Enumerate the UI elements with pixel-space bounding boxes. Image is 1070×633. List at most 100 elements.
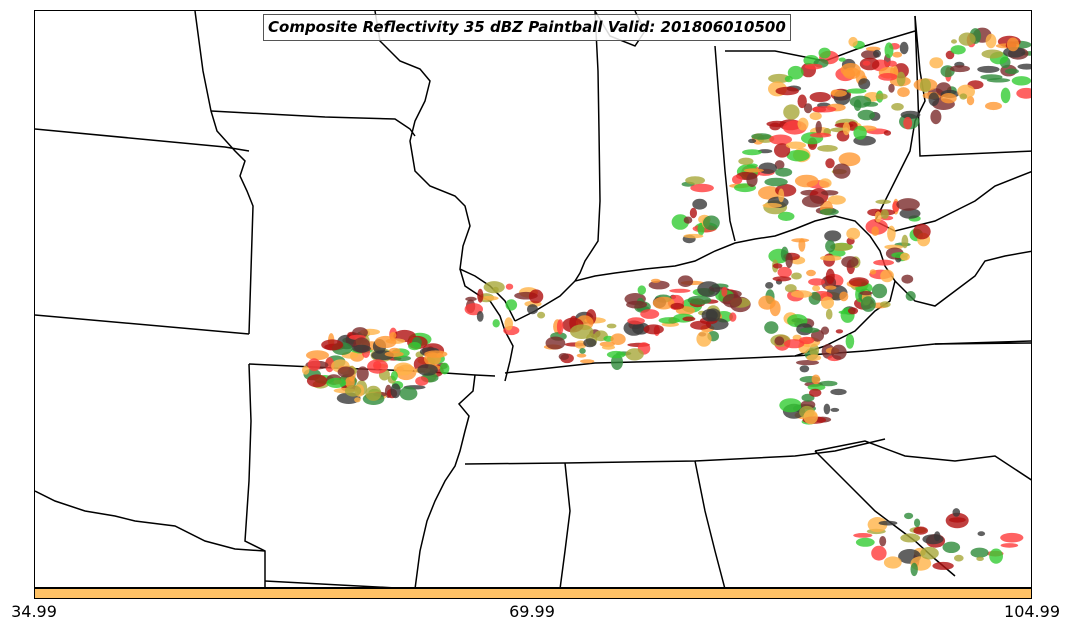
reflectivity-cell xyxy=(892,51,903,58)
reflectivity-cell xyxy=(830,388,847,396)
reflectivity-cell xyxy=(809,132,832,138)
reflectivity-cell xyxy=(891,103,904,111)
reflectivity-cell xyxy=(625,348,644,361)
reflectivity-cell xyxy=(849,95,872,108)
reflectivity-cell xyxy=(774,160,785,170)
colorbar-tick-min: 34.99 xyxy=(11,602,57,621)
reflectivity-cell xyxy=(576,353,587,358)
reflectivity-cell xyxy=(556,319,564,335)
reflectivity-cell xyxy=(858,78,871,90)
reflectivity-cell xyxy=(875,93,888,100)
reflectivity-cell xyxy=(825,158,835,169)
reflectivity-cell xyxy=(977,65,1000,73)
reflectivity-cell xyxy=(682,316,696,322)
reflectivity-cell xyxy=(845,334,855,349)
reflectivity-cell xyxy=(880,269,894,283)
reflectivity-cell xyxy=(764,177,788,187)
reflectivity-cell xyxy=(393,362,414,376)
reflectivity-cell xyxy=(905,291,916,301)
reflectivity-cell xyxy=(738,157,754,165)
reflectivity-cell xyxy=(879,301,891,308)
reflectivity-cell xyxy=(914,518,921,528)
state-borders xyxy=(35,11,1031,587)
reflectivity-cell xyxy=(769,122,781,131)
reflectivity-cell xyxy=(384,351,404,357)
reflectivity-cell xyxy=(465,296,477,302)
reflectivity-cell xyxy=(778,188,785,203)
reflectivity-cell xyxy=(1000,87,1011,104)
reflectivity-cell xyxy=(985,101,1002,111)
reflectivity-cell xyxy=(910,562,918,577)
reflectivity-cell xyxy=(1011,76,1031,86)
reflectivity-cell xyxy=(408,342,422,351)
reflectivity-cell xyxy=(797,117,809,131)
reflectivity-cell xyxy=(772,276,792,282)
colorbar-tick-max: 104.99 xyxy=(1004,602,1060,621)
reflectivity-cell xyxy=(1017,63,1031,70)
reflectivity-cell xyxy=(690,183,714,193)
reflectivity-cell xyxy=(887,225,896,242)
reflectivity-cell xyxy=(801,195,825,208)
reflectivity-cell xyxy=(640,309,660,319)
reflectivity-cell xyxy=(504,317,513,331)
reflectivity-cell xyxy=(985,33,997,49)
reflectivity-cell xyxy=(819,380,838,387)
reflectivity-cell xyxy=(809,388,822,397)
reflectivity-cell xyxy=(787,65,804,80)
reflectivity-cell xyxy=(846,227,861,240)
reflectivity-cell xyxy=(841,256,859,268)
reflectivity-cell xyxy=(344,385,362,397)
reflectivity-cell xyxy=(880,209,889,220)
reflectivity-cell xyxy=(669,288,691,293)
reflectivity-cell xyxy=(481,295,499,301)
reflectivity-cell xyxy=(883,556,902,569)
reflectivity-cell xyxy=(897,87,910,98)
reflectivity-cell xyxy=(980,74,1003,80)
reflectivity-cell xyxy=(945,50,955,60)
reflectivity-cell xyxy=(820,255,842,261)
reflectivity-cell xyxy=(831,344,847,360)
reflectivity-cell xyxy=(627,317,645,325)
reflectivity-cell xyxy=(899,208,921,219)
reflectivity-cell xyxy=(976,556,984,562)
reflectivity-cell xyxy=(683,233,704,239)
reflectivity-cell xyxy=(748,138,757,144)
reflectivity-cell xyxy=(775,167,793,177)
reflectivity-cell xyxy=(800,327,820,334)
reflectivity-cell xyxy=(758,162,777,174)
reflectivity-cell xyxy=(1000,532,1024,543)
reflectivity-cell xyxy=(977,531,986,537)
reflectivity-cell xyxy=(367,359,389,374)
reflectivity-cell xyxy=(797,94,807,109)
reflectivity-cell xyxy=(417,364,438,376)
reflectivity-cell xyxy=(799,365,810,373)
reflectivity-cell xyxy=(913,526,928,535)
reflectivity-cell xyxy=(848,277,869,287)
reflectivity-cell xyxy=(842,122,851,136)
reflectivity-cell xyxy=(424,352,441,366)
reflectivity-cell xyxy=(832,163,851,179)
reflectivity-cell xyxy=(871,283,888,299)
reflectivity-cell xyxy=(365,385,382,401)
reflectivity-cell xyxy=(705,308,721,322)
reflectivity-cell xyxy=(537,311,546,319)
reflectivity-cell xyxy=(652,296,675,310)
reflectivity-cell xyxy=(875,199,891,204)
reflectivity-cell xyxy=(579,348,586,354)
reflectivity-cell xyxy=(809,112,822,121)
reflectivity-cell xyxy=(819,178,832,188)
reflectivity-cell xyxy=(774,143,791,158)
reflectivity-cell xyxy=(337,366,355,378)
reflectivity-cell xyxy=(794,174,819,188)
reflectivity-cell xyxy=(913,223,931,240)
reflectivity-cell xyxy=(873,49,881,58)
reflectivity-cell xyxy=(399,386,418,401)
reflectivity-cell xyxy=(762,203,782,208)
reflectivity-cell xyxy=(959,93,968,100)
reflectivity-cell xyxy=(808,278,826,286)
reflectivity-cell xyxy=(887,60,897,67)
reflectivity-cell xyxy=(650,278,661,283)
reflectivity-cell xyxy=(804,63,823,70)
reflectivity-cell xyxy=(785,141,807,149)
reflectivity-cell xyxy=(958,32,976,46)
